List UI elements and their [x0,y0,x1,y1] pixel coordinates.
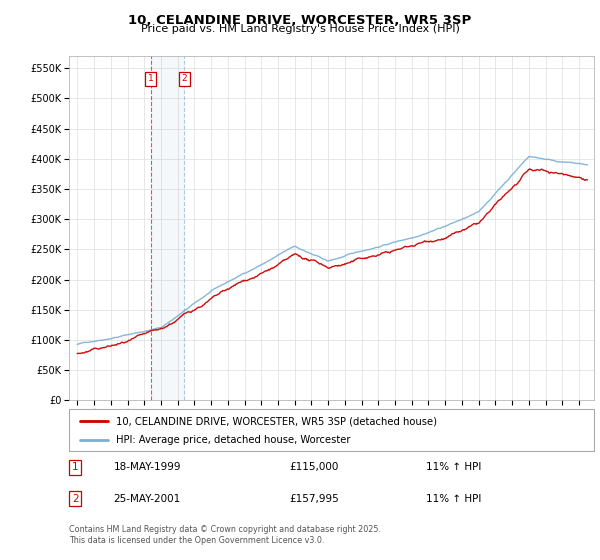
Text: £157,995: £157,995 [290,494,339,504]
Text: 2: 2 [72,494,79,504]
Text: HPI: Average price, detached house, Worcester: HPI: Average price, detached house, Worc… [116,435,351,445]
Text: Contains HM Land Registry data © Crown copyright and database right 2025.
This d: Contains HM Land Registry data © Crown c… [69,525,381,545]
Bar [151,56,184,400]
Text: 11% ↑ HPI: 11% ↑ HPI [426,462,481,472]
Text: 25-MAY-2001: 25-MAY-2001 [113,494,181,504]
Text: £115,000: £115,000 [290,462,339,472]
Text: 1: 1 [148,74,154,83]
Text: Price paid vs. HM Land Registry's House Price Index (HPI): Price paid vs. HM Land Registry's House … [140,24,460,34]
Text: 18-MAY-1999: 18-MAY-1999 [113,462,181,472]
Text: 2: 2 [182,74,187,83]
Text: 1: 1 [72,462,79,472]
Text: 10, CELANDINE DRIVE, WORCESTER, WR5 3SP (detached house): 10, CELANDINE DRIVE, WORCESTER, WR5 3SP … [116,417,437,426]
Text: 10, CELANDINE DRIVE, WORCESTER, WR5 3SP: 10, CELANDINE DRIVE, WORCESTER, WR5 3SP [128,14,472,27]
Text: 11% ↑ HPI: 11% ↑ HPI [426,494,481,504]
